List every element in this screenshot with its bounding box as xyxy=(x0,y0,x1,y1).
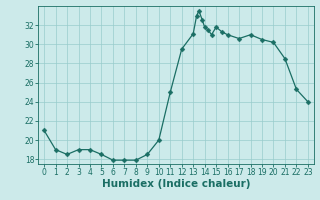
X-axis label: Humidex (Indice chaleur): Humidex (Indice chaleur) xyxy=(102,179,250,189)
